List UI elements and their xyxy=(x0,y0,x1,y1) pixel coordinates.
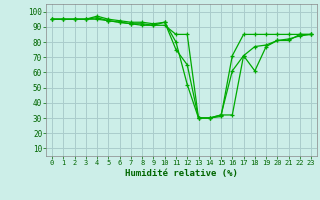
X-axis label: Humidité relative (%): Humidité relative (%) xyxy=(125,169,238,178)
